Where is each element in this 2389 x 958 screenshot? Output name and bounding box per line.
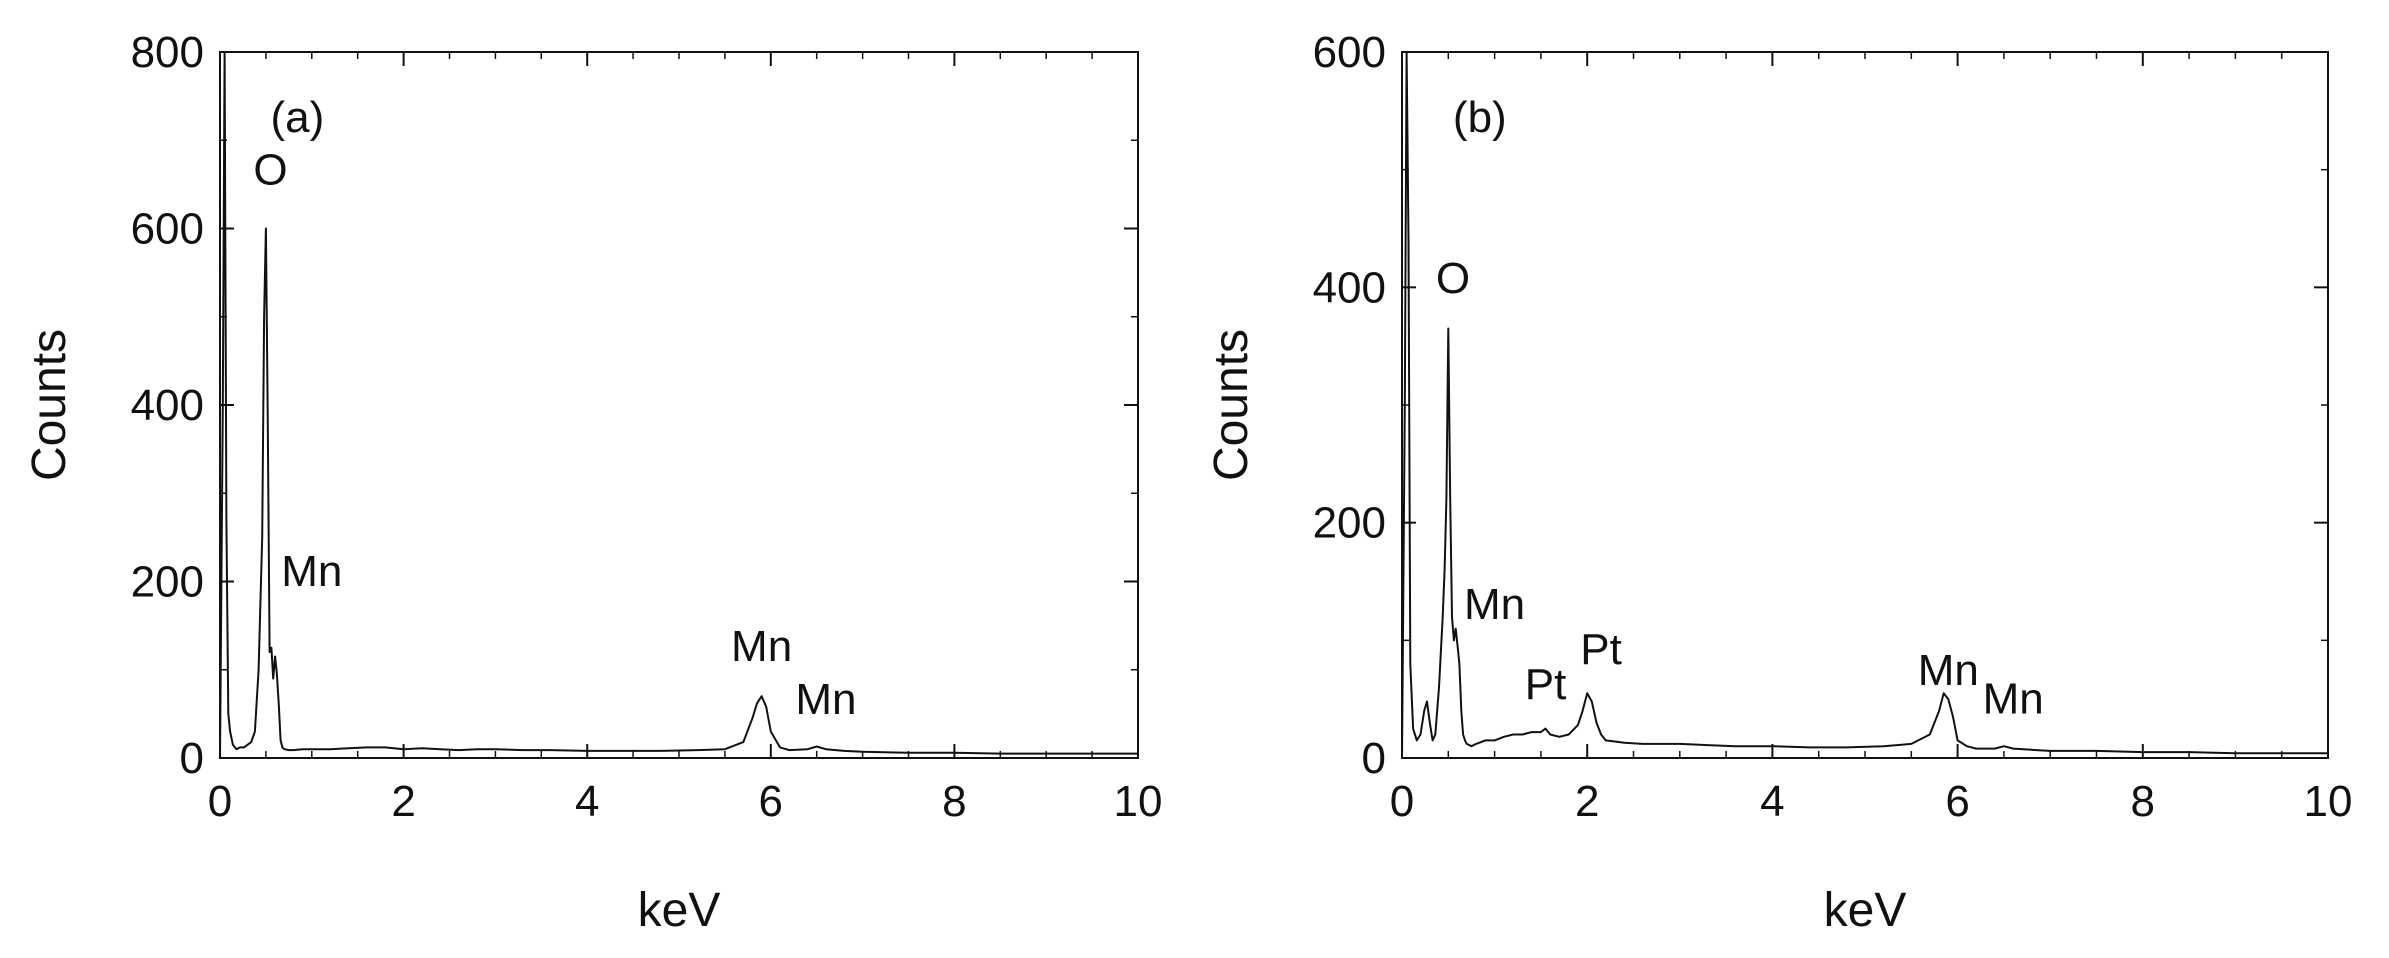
x-tick-label: 4 [1760, 777, 1784, 826]
y-tick-label: 200 [1313, 499, 1386, 548]
peak-label: Mn [1983, 674, 2044, 723]
x-tick-label: 6 [1945, 777, 1969, 826]
peak-label: O [1436, 254, 1470, 303]
peak-label: Mn [1464, 580, 1525, 629]
y-tick-label: 800 [131, 28, 204, 77]
spectrum-line [219, 51, 1138, 759]
y-tick-label: 400 [131, 381, 204, 430]
y-tick-label: 200 [131, 558, 204, 607]
panel-label: (b) [1453, 93, 1507, 142]
y-axis-label: Counts [1205, 329, 1258, 481]
x-tick-label: 2 [1575, 777, 1599, 826]
x-axis-label: keV [638, 884, 721, 937]
x-tick-label: 0 [208, 777, 232, 826]
x-tick-label: 8 [2131, 777, 2155, 826]
x-tick-label: 10 [1114, 777, 1163, 826]
plot-frame [1401, 51, 2329, 759]
peak-label: O [253, 145, 287, 194]
x-tick-label: 0 [1390, 777, 1414, 826]
x-axis-label: keV [1824, 884, 1907, 937]
plot-frame [219, 51, 1139, 759]
y-tick-label: 0 [180, 734, 204, 783]
y-tick-label: 0 [1362, 734, 1386, 783]
y-tick-label: 600 [1313, 28, 1386, 77]
y-tick-label: 600 [131, 205, 204, 254]
peak-label: Pt [1580, 625, 1622, 674]
peak-label: Mn [795, 675, 856, 724]
y-axis-label: Counts [23, 329, 76, 481]
spectrum-line [1401, 51, 2328, 759]
y-tick-label: 400 [1313, 263, 1386, 312]
x-tick-label: 8 [942, 777, 966, 826]
x-tick-label: 6 [759, 777, 783, 826]
x-tick-label: 10 [2304, 777, 2353, 826]
peak-label: Mn [1918, 646, 1979, 695]
peak-label: Mn [731, 622, 792, 671]
peak-label: Mn [281, 547, 342, 596]
x-tick-label: 2 [391, 777, 415, 826]
peak-label: Pt [1525, 660, 1567, 709]
x-tick-label: 4 [575, 777, 599, 826]
panel-label: (a) [270, 93, 324, 142]
